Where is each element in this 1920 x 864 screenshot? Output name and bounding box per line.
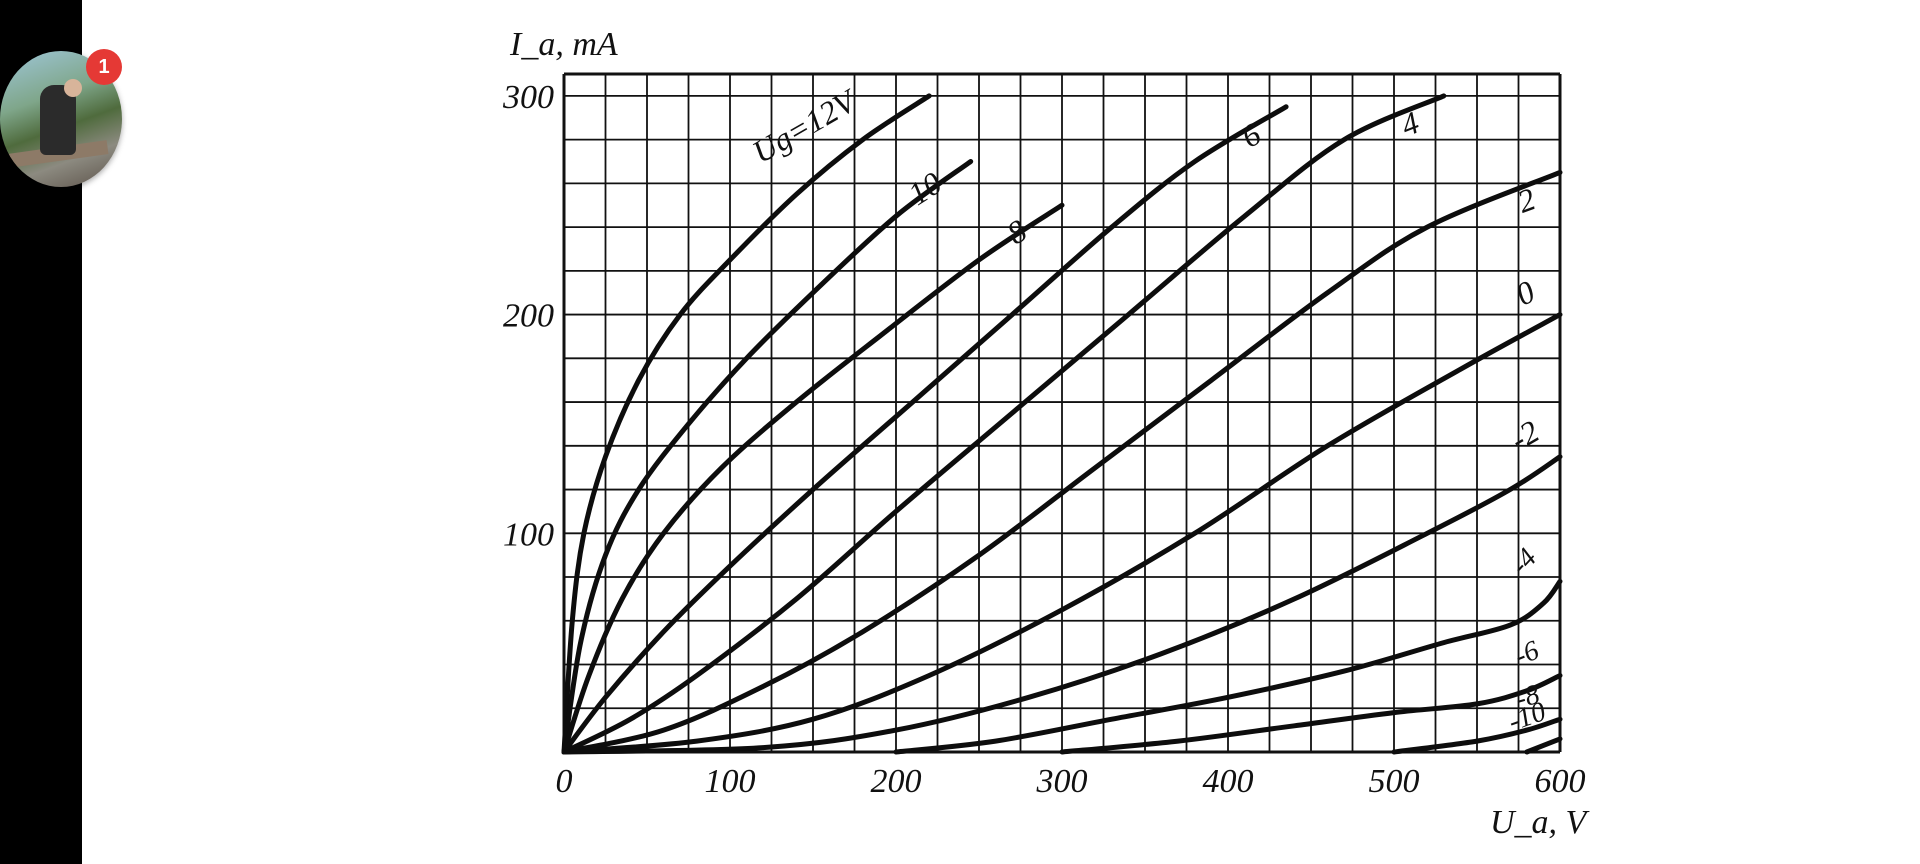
series-curve-1 — [561, 159, 974, 755]
chart-series-layer — [561, 93, 1563, 755]
series-curve-2 — [561, 202, 1065, 755]
chart-tick-labels: 0 100 200 300 400 500 600 100 200 300 — [502, 79, 1586, 800]
x-tick-label: 400 — [1203, 763, 1254, 800]
y-tick-label: 300 — [502, 79, 554, 116]
x-tick-label: 100 — [705, 763, 756, 800]
y-axis-label: I_a, mA — [509, 26, 618, 63]
series-label-6: 0 — [1510, 273, 1540, 312]
x-tick-label: 200 — [871, 763, 922, 800]
series-label-0: Ug=12V — [746, 81, 864, 170]
x-tick-label: 500 — [1369, 763, 1420, 800]
notification-badge[interactable]: 1 — [86, 49, 122, 85]
x-tick-label: 600 — [1535, 763, 1586, 800]
series-curve-7 — [561, 454, 1563, 755]
series-label-9: -6 — [1510, 635, 1543, 673]
series-curve-11 — [1524, 736, 1563, 755]
series-curve-10 — [1391, 716, 1563, 755]
x-tick-label: 0 — [556, 763, 573, 800]
series-label-5: 2 — [1513, 180, 1540, 219]
chart-container: 0 100 200 300 400 500 600 100 200 300 Ug=12V 10 8 6 4… — [480, 0, 1600, 864]
series-curve-4 — [561, 93, 1447, 755]
series-curve-8 — [893, 578, 1563, 755]
series-curve-0 — [561, 93, 932, 755]
series-label-8: -4 — [1504, 543, 1543, 581]
series-label-7: -2 — [1504, 413, 1545, 458]
series-curve-9 — [1059, 673, 1563, 755]
series-label-2: 8 — [1001, 212, 1033, 251]
x-tick-label: 300 — [1036, 763, 1088, 800]
y-tick-label: 100 — [503, 516, 554, 553]
avatar-photo-head — [64, 79, 82, 97]
series-label-11: -10 — [1504, 696, 1550, 738]
series-label-4: 4 — [1396, 104, 1424, 143]
series-curve-3 — [561, 104, 1289, 755]
series-curve-6 — [561, 312, 1563, 755]
series-curve-5 — [561, 169, 1563, 755]
y-tick-label: 200 — [503, 298, 554, 335]
x-axis-label: U_a, V — [1490, 804, 1591, 841]
